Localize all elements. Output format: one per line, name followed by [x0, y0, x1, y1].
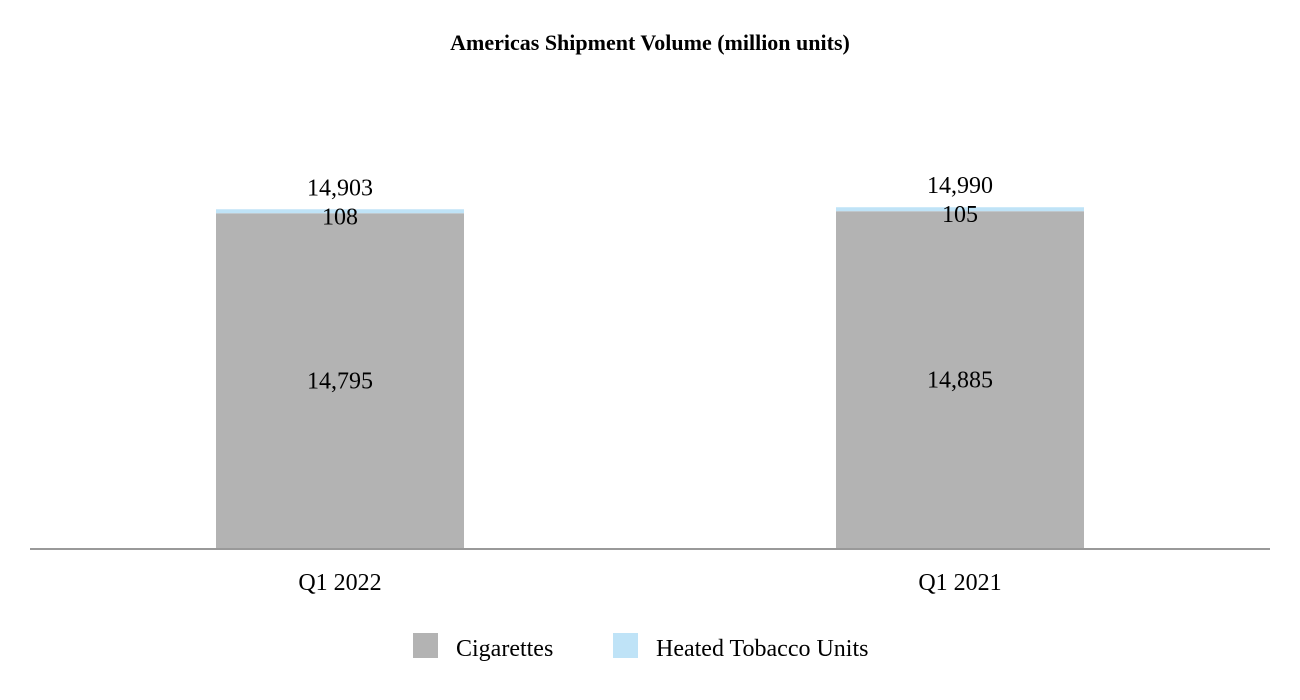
- legend: Cigarettes Heated Tobacco Units: [413, 633, 868, 662]
- category-labels: Q1 2022 Q1 2021: [298, 570, 1001, 596]
- legend-label-cigarettes: Cigarettes: [456, 636, 553, 662]
- category-label-q1-2021: Q1 2021: [918, 570, 1001, 596]
- total-label-q1-2022: 14,903: [307, 175, 373, 201]
- bar-cigarettes-q1-2022: [216, 213, 464, 548]
- value-label-cigarettes-q1-2022: 14,795: [307, 369, 373, 395]
- value-label-heated-tobacco-units-q1-2022: 108: [322, 204, 358, 230]
- bar-heated-tobacco-units-q1-2021: [836, 207, 1084, 212]
- legend-swatch-cigarettes: [413, 633, 438, 658]
- bar-heated-tobacco-units-q1-2022: [216, 209, 464, 214]
- legend-swatch-heated-tobacco-units: [613, 633, 638, 658]
- bar-cigarettes-q1-2021: [836, 211, 1084, 548]
- chart-title: Americas Shipment Volume (million units): [450, 30, 850, 55]
- category-label-q1-2022: Q1 2022: [298, 570, 381, 596]
- total-label-q1-2021: 14,990: [927, 173, 993, 199]
- legend-label-heated-tobacco-units: Heated Tobacco Units: [656, 636, 868, 662]
- value-label-cigarettes-q1-2021: 14,885: [927, 368, 993, 394]
- value-label-heated-tobacco-units-q1-2021: 105: [942, 202, 978, 228]
- bars-group: 14,795 108 14,903 14,885 105 14,990: [216, 173, 1084, 548]
